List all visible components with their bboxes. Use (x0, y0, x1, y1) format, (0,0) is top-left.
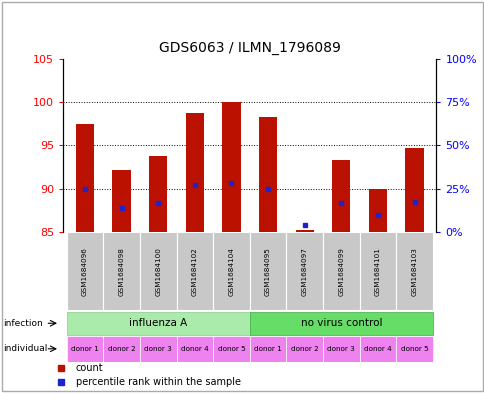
Bar (176, 336, 213, 362)
Bar (213, 232, 249, 310)
Bar (67, 336, 103, 362)
Bar (359, 232, 395, 310)
Text: percentile rank within the sample: percentile rank within the sample (76, 377, 240, 387)
Text: donor 4: donor 4 (181, 346, 208, 352)
Bar (258, 117, 277, 232)
Text: donor 2: donor 2 (290, 346, 318, 352)
Bar (322, 336, 359, 362)
Bar (176, 232, 213, 310)
Text: GSM1684097: GSM1684097 (301, 247, 307, 296)
Bar (103, 232, 140, 310)
Bar (286, 232, 322, 310)
Bar (140, 232, 176, 310)
Bar (112, 170, 131, 232)
Text: GSM1684104: GSM1684104 (228, 247, 234, 296)
Text: donor 5: donor 5 (217, 346, 245, 352)
Bar (395, 336, 432, 362)
Text: no virus control: no virus control (300, 318, 381, 328)
Text: GSM1684096: GSM1684096 (82, 247, 88, 296)
Bar (322, 232, 359, 310)
Text: donor 4: donor 4 (363, 346, 391, 352)
Bar (249, 336, 286, 362)
Bar (76, 124, 94, 232)
Text: donor 3: donor 3 (327, 346, 354, 352)
Text: GSM1684100: GSM1684100 (155, 247, 161, 296)
Bar (286, 336, 322, 362)
Text: GSM1684101: GSM1684101 (374, 247, 380, 296)
Text: GSM1684102: GSM1684102 (192, 247, 197, 296)
Bar (222, 102, 240, 232)
Bar (140, 336, 176, 362)
Text: donor 1: donor 1 (254, 346, 281, 352)
Title: GDS6063 / ILMN_1796089: GDS6063 / ILMN_1796089 (158, 41, 340, 55)
Bar (67, 232, 103, 310)
Text: GSM1684103: GSM1684103 (411, 247, 417, 296)
Bar (395, 232, 432, 310)
Text: influenza A: influenza A (129, 318, 187, 328)
Bar (67, 312, 249, 335)
Bar (249, 232, 286, 310)
Bar (103, 336, 140, 362)
Text: individual: individual (3, 344, 47, 353)
Bar (359, 336, 395, 362)
Text: GSM1684099: GSM1684099 (338, 247, 344, 296)
Text: GSM1684098: GSM1684098 (119, 247, 124, 296)
Bar (332, 160, 350, 232)
Text: donor 5: donor 5 (400, 346, 427, 352)
Bar (368, 189, 386, 232)
Text: count: count (76, 364, 103, 373)
Text: donor 3: donor 3 (144, 346, 172, 352)
Bar (295, 230, 313, 232)
Text: infection: infection (3, 319, 43, 328)
Bar (149, 156, 167, 232)
Text: donor 2: donor 2 (107, 346, 135, 352)
Bar (405, 148, 423, 232)
Bar (185, 112, 204, 232)
Text: donor 1: donor 1 (71, 346, 99, 352)
Bar (213, 336, 249, 362)
Text: GSM1684095: GSM1684095 (265, 247, 271, 296)
Bar (249, 312, 432, 335)
